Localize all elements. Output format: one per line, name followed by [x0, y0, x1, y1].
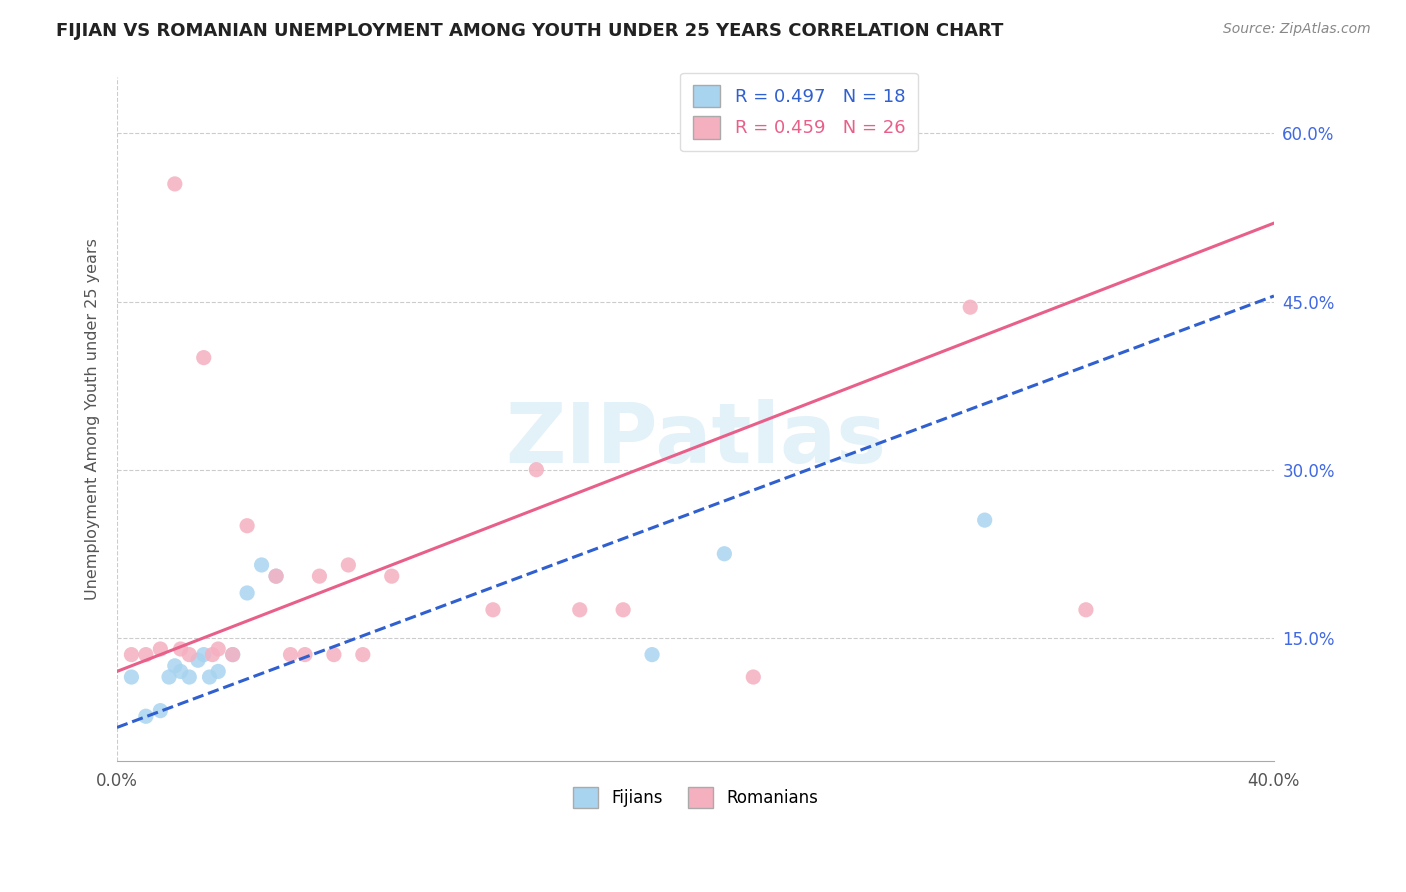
Point — [157, 670, 180, 684]
Point — [207, 642, 229, 657]
Point — [149, 642, 172, 657]
Point — [1074, 603, 1097, 617]
Point — [135, 709, 157, 723]
Point — [524, 463, 547, 477]
Point — [742, 670, 765, 684]
Point — [352, 648, 374, 662]
Text: Source: ZipAtlas.com: Source: ZipAtlas.com — [1223, 22, 1371, 37]
Point — [568, 603, 591, 617]
Point — [250, 558, 273, 572]
Point — [713, 547, 735, 561]
Legend: Fijians, Romanians: Fijians, Romanians — [567, 780, 825, 814]
Point — [179, 648, 201, 662]
Point — [264, 569, 287, 583]
Point — [236, 518, 259, 533]
Point — [193, 351, 215, 365]
Point — [381, 569, 404, 583]
Point — [169, 665, 191, 679]
Point — [149, 704, 172, 718]
Point — [322, 648, 344, 662]
Point — [187, 653, 209, 667]
Point — [120, 648, 142, 662]
Point — [201, 648, 224, 662]
Point — [135, 648, 157, 662]
Point — [193, 648, 215, 662]
Text: ZIPatlas: ZIPatlas — [505, 400, 886, 480]
Point — [169, 642, 191, 657]
Point — [179, 670, 201, 684]
Point — [198, 670, 221, 684]
Point — [612, 603, 634, 617]
Point — [973, 513, 995, 527]
Point — [207, 665, 229, 679]
Point — [337, 558, 360, 572]
Point — [280, 648, 302, 662]
Point — [294, 648, 316, 662]
Y-axis label: Unemployment Among Youth under 25 years: Unemployment Among Youth under 25 years — [86, 238, 100, 600]
Point — [221, 648, 243, 662]
Point — [641, 648, 664, 662]
Text: FIJIAN VS ROMANIAN UNEMPLOYMENT AMONG YOUTH UNDER 25 YEARS CORRELATION CHART: FIJIAN VS ROMANIAN UNEMPLOYMENT AMONG YO… — [56, 22, 1004, 40]
Point — [308, 569, 330, 583]
Point — [264, 569, 287, 583]
Point — [163, 658, 186, 673]
Point — [959, 300, 981, 314]
Point — [120, 670, 142, 684]
Point — [163, 177, 186, 191]
Point — [236, 586, 259, 600]
Point — [482, 603, 505, 617]
Point — [221, 648, 243, 662]
